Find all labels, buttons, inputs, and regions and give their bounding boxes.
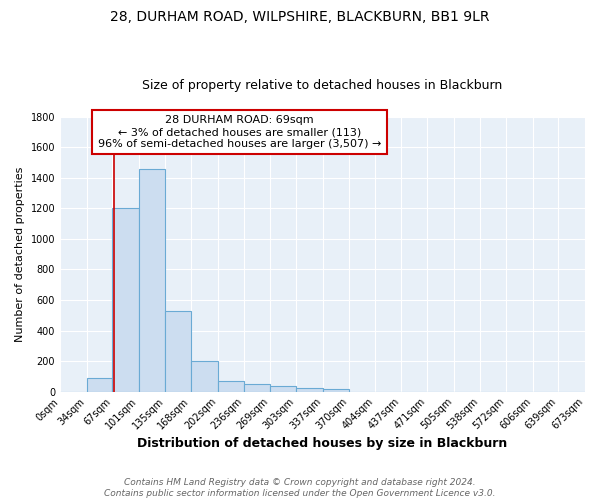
X-axis label: Distribution of detached houses by size in Blackburn: Distribution of detached houses by size …	[137, 437, 508, 450]
Text: 28, DURHAM ROAD, WILPSHIRE, BLACKBURN, BB1 9LR: 28, DURHAM ROAD, WILPSHIRE, BLACKBURN, B…	[110, 10, 490, 24]
Bar	[218, 381, 244, 392]
Bar	[86, 378, 112, 392]
Y-axis label: Number of detached properties: Number of detached properties	[15, 166, 25, 342]
Text: Contains HM Land Registry data © Crown copyright and database right 2024.
Contai: Contains HM Land Registry data © Crown c…	[104, 478, 496, 498]
Bar	[244, 384, 270, 392]
Bar	[270, 386, 296, 392]
Bar	[166, 310, 191, 392]
Bar	[191, 361, 218, 392]
Bar	[323, 390, 349, 392]
Bar	[296, 388, 323, 392]
Bar	[139, 168, 166, 392]
Bar	[112, 208, 139, 392]
Title: Size of property relative to detached houses in Blackburn: Size of property relative to detached ho…	[142, 79, 503, 92]
Text: 28 DURHAM ROAD: 69sqm
← 3% of detached houses are smaller (113)
96% of semi-deta: 28 DURHAM ROAD: 69sqm ← 3% of detached h…	[98, 116, 381, 148]
